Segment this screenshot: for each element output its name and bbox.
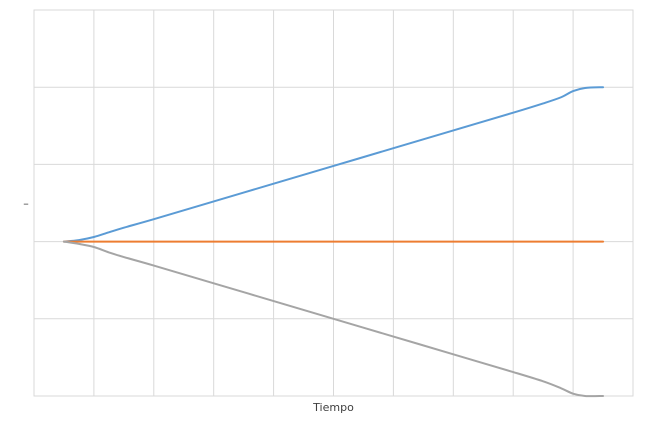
y-axis-label: – xyxy=(23,197,29,210)
plot-area-border xyxy=(33,9,634,397)
x-axis-label: Tiempo xyxy=(312,401,354,414)
chart-grid xyxy=(33,9,634,397)
chart-series xyxy=(62,86,605,398)
series-line-1 xyxy=(62,86,605,243)
series-line-3 xyxy=(62,240,605,398)
